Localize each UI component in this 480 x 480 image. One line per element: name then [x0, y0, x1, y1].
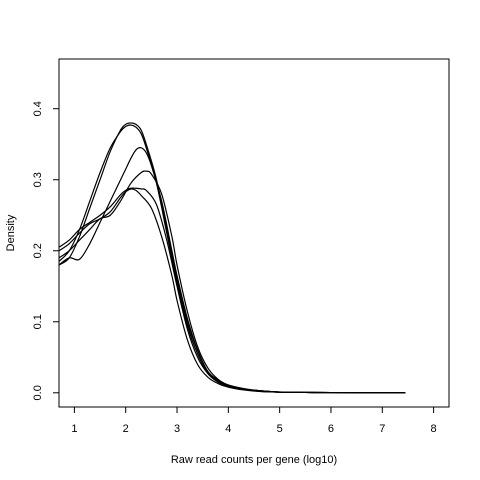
x-tick-label: 1 — [71, 423, 77, 435]
x-tick-label: 6 — [328, 423, 334, 435]
x-axis-title: Raw read counts per gene (log10) — [171, 454, 337, 466]
y-tick-label: 0.3 — [32, 172, 44, 187]
series-group — [58, 122, 406, 394]
x-tick-label: 5 — [277, 423, 283, 435]
density-curve-6 — [58, 187, 406, 394]
x-tick-label: 3 — [174, 423, 180, 435]
x-tick-label: 4 — [225, 423, 231, 435]
y-tick-label: 0.0 — [32, 385, 44, 400]
y-axis-title: Density — [5, 214, 17, 251]
y-tick-label: 0.2 — [32, 243, 44, 258]
y-tick-label: 0.4 — [32, 101, 44, 116]
x-tick-label: 8 — [431, 423, 437, 435]
x-tick-label: 2 — [123, 423, 129, 435]
x-axis: 1 2 3 4 5 6 7 8 — [71, 406, 437, 435]
y-tick-label: 0.1 — [32, 314, 44, 329]
y-axis: 0.0 0.1 0.2 0.3 0.4 — [32, 101, 60, 400]
x-tick-label: 7 — [379, 423, 385, 435]
